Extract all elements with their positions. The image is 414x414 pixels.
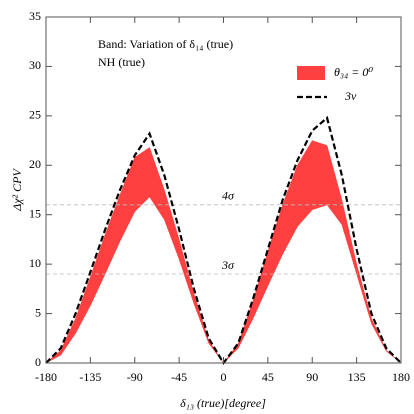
y-axis-label: Δχ² CPV [10,168,24,212]
y-tick-label: 0 [35,355,41,369]
x-tick-label: 180 [392,370,410,384]
x-tick-label: 45 [262,370,274,384]
x-tick-label: -90 [127,370,143,384]
legend-swatch [297,66,325,80]
reference-label: 3σ [221,258,235,272]
y-tick-label: 15 [29,206,41,220]
legend-label: θ₃₄ = 0⁰ [334,65,373,79]
x-tick-label: 0 [221,370,227,384]
y-tick-label: 35 [29,9,41,23]
y-tick-label: 5 [35,305,41,319]
x-tick-label: -45 [171,370,187,384]
y-tick-label: 30 [29,58,41,72]
x-tick-label: -135 [79,370,101,384]
x-tick-label: 90 [306,370,318,384]
x-tick-label: 135 [348,370,366,384]
legend-label: 3ν [344,89,357,103]
x-tick-label: -180 [35,370,57,384]
band [45,140,402,364]
y-tick-label: 10 [29,256,41,270]
y-tick-label: 20 [29,157,41,171]
annotation: Band: Variation of δ₁₄ (true) [98,37,233,51]
reference-label: 4σ [222,189,235,203]
y-tick-label: 25 [29,108,41,122]
annotation: NH (true) [98,55,145,69]
x-axis-label: δ₁₃ (true)[degree] [180,396,266,410]
